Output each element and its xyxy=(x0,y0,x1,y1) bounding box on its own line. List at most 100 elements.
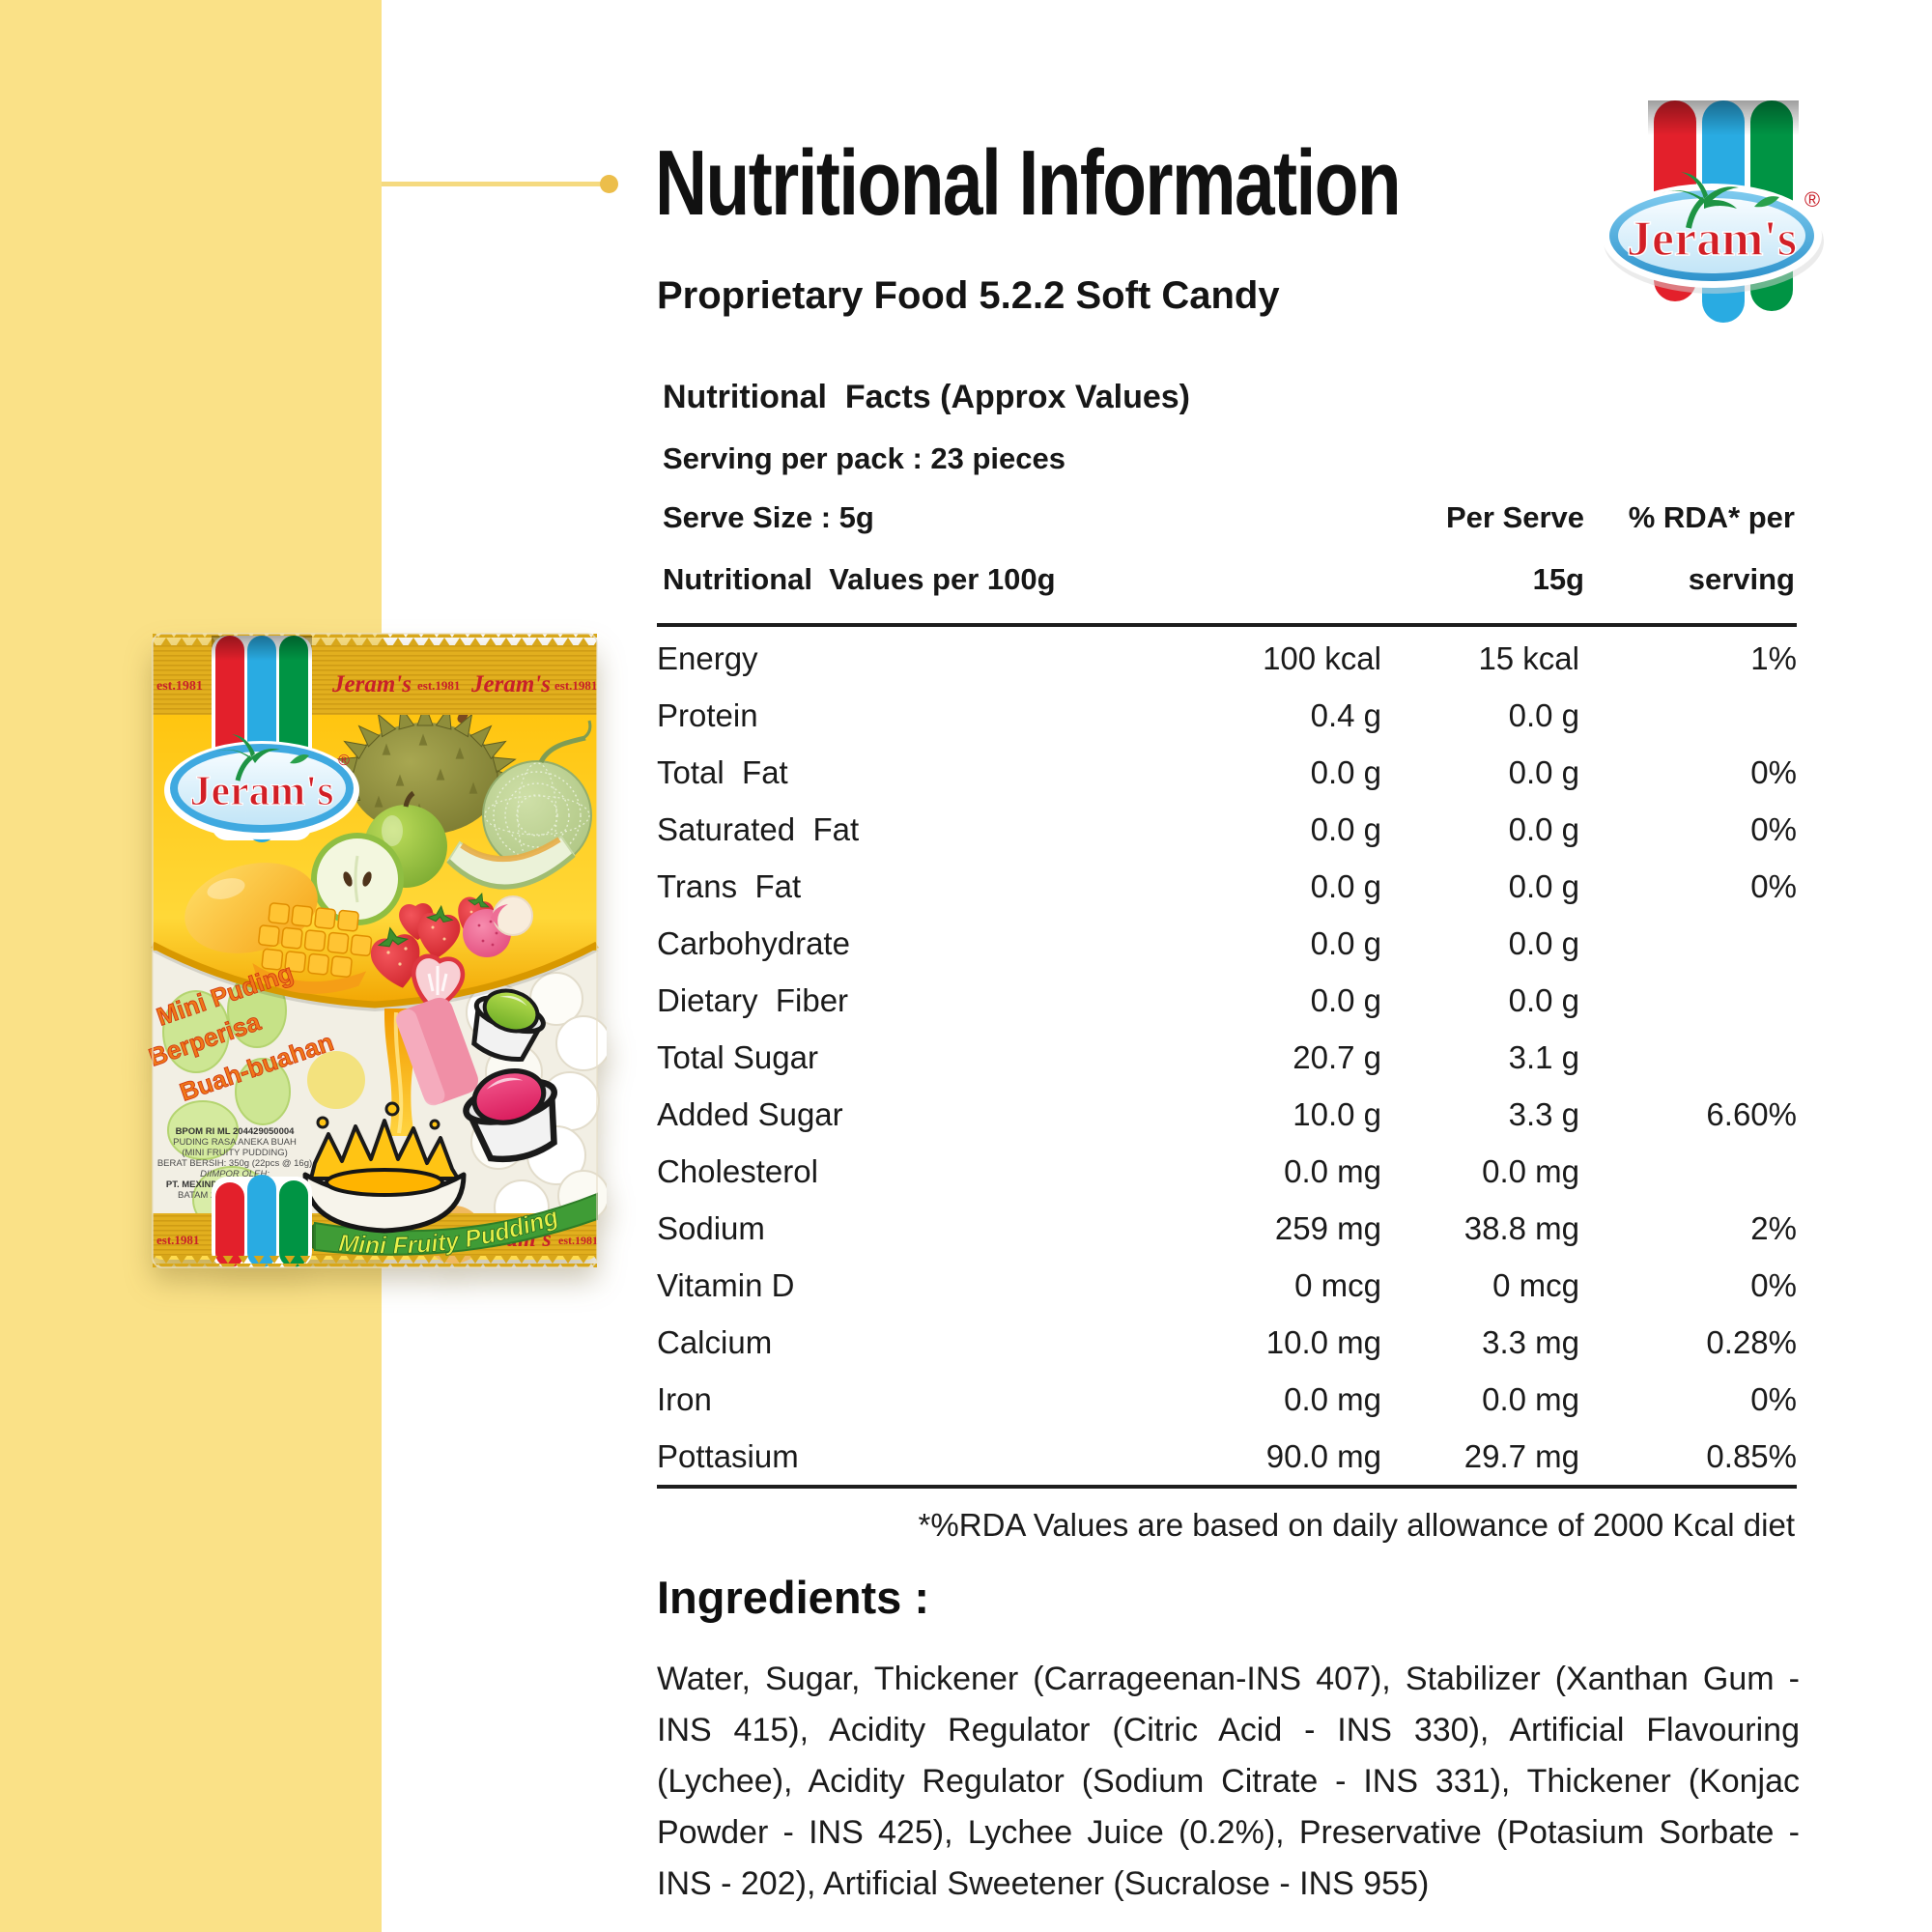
ingredients-heading: Ingredients : xyxy=(657,1572,930,1623)
value-rda: 6.60% xyxy=(1706,1095,1797,1132)
column-header-per-serve: Per Serve xyxy=(1445,500,1584,534)
row-label: Total Fat xyxy=(657,753,788,790)
value-per-100g: 0.0 g xyxy=(1310,753,1381,790)
reg-info-line: (MINI FRUITY PUDDING) xyxy=(182,1148,288,1158)
brand-logo: Jeram's ® xyxy=(1592,95,1855,348)
value-per-serve: 0.0 g xyxy=(1508,867,1579,904)
reg-info-line: PUDING RASA ANEKA BUAH xyxy=(173,1137,297,1148)
leaf-icon xyxy=(1754,196,1779,208)
value-per-100g: 10.0 g xyxy=(1293,1095,1381,1132)
table-row: Total Fat 0.0 g 0.0 g 0% xyxy=(657,744,1797,801)
value-per-100g: 0.0 mg xyxy=(1284,1152,1381,1189)
band-text: est.1981 xyxy=(554,678,597,693)
row-label: Cholesterol xyxy=(657,1152,818,1189)
palm-tree-icon xyxy=(216,734,280,781)
band-text: Jeram's xyxy=(470,671,551,697)
pink-jelly-cup-icon xyxy=(463,1068,557,1163)
table-row: Cholesterol 0.0 mg 0.0 mg xyxy=(657,1143,1797,1200)
table-rule-top xyxy=(657,623,1797,627)
table-row: Pottasium 90.0 mg 29.7 mg 0.85% xyxy=(657,1428,1797,1485)
apple-half-icon xyxy=(311,833,404,925)
table-row: Iron 0.0 mg 0.0 mg 0% xyxy=(657,1371,1797,1428)
table-row: Trans Fat 0.0 g 0.0 g 0% xyxy=(657,858,1797,915)
band-text: est.1981 xyxy=(558,1234,598,1247)
row-label: Sodium xyxy=(657,1209,765,1246)
table-row: Total Sugar 20.7 g 3.1 g xyxy=(657,1029,1797,1086)
package-stripes-bottom xyxy=(212,1175,312,1267)
value-per-100g: 0 mcg xyxy=(1294,1266,1381,1303)
mango-cubes-icon xyxy=(252,902,373,994)
row-label: Vitamin D xyxy=(657,1266,795,1303)
table-row: Sodium 259 mg 38.8 mg 2% xyxy=(657,1200,1797,1257)
value-rda: 0% xyxy=(1750,753,1797,790)
value-per-100g: 0.0 g xyxy=(1310,981,1381,1018)
reg-info-line: DIIMPOR OLEH: xyxy=(200,1169,270,1179)
value-per-100g: 0.0 g xyxy=(1310,924,1381,961)
row-label: Total Sugar xyxy=(657,1038,818,1075)
row-label: Added Sugar xyxy=(657,1095,843,1132)
page-subtitle: Proprietary Food 5.2.2 Soft Candy xyxy=(657,274,1280,317)
column-header-rda: % RDA* per xyxy=(1628,500,1795,534)
value-rda: 0% xyxy=(1750,867,1797,904)
band-text: Jeram's xyxy=(331,671,412,697)
table-row: Added Sugar 10.0 g 3.3 g 6.60% xyxy=(657,1086,1797,1143)
ingredients-text: Water, Sugar, Thickener (Carrageenan-INS… xyxy=(657,1661,1800,1902)
brand-wordmark: Jeram's xyxy=(189,767,333,814)
reg-info-line: BPOM RI ML 204429050004 xyxy=(176,1126,296,1137)
registered-mark: ® xyxy=(338,753,350,769)
column-header-per-serve-weight: 15g xyxy=(1532,562,1584,596)
value-per-100g: 20.7 g xyxy=(1293,1038,1381,1075)
value-per-serve: 3.3 mg xyxy=(1482,1323,1579,1360)
row-label: Energy xyxy=(657,639,758,676)
bag-bottom-crimp xyxy=(153,1256,597,1267)
table-row: Calcium 10.0 mg 3.3 mg 0.28% xyxy=(657,1314,1797,1371)
band-text: est.1981 xyxy=(156,679,203,694)
brand-wordmark: Jeram's xyxy=(1627,212,1797,267)
table-row: Saturated Fat 0.0 g 0.0 g 0% xyxy=(657,801,1797,858)
leaf-icon xyxy=(290,754,309,764)
product-package-image: Mini Puding Berperisa Buah-buahan BPOM R… xyxy=(143,626,611,1283)
band-text: est.1981 xyxy=(417,678,460,693)
value-per-serve: 3.3 g xyxy=(1508,1095,1579,1132)
value-per-100g: 10.0 mg xyxy=(1265,1323,1381,1360)
row-label: Dietary Fiber xyxy=(657,981,849,1018)
table-row: Dietary Fiber 0.0 g 0.0 g xyxy=(657,972,1797,1029)
row-label: Protein xyxy=(657,696,758,733)
value-rda: 1% xyxy=(1750,639,1797,676)
serving-per-pack: Serving per pack : 23 pieces xyxy=(663,441,1065,475)
facts-heading: Nutritional Facts (Approx Values) xyxy=(663,379,1190,415)
value-per-serve: 0.0 g xyxy=(1508,696,1579,733)
strawberries-icon xyxy=(367,890,497,1013)
column-header-rda-serving: serving xyxy=(1688,562,1795,596)
value-per-serve: 3.1 g xyxy=(1508,1038,1579,1075)
value-per-100g: 100 kcal xyxy=(1263,639,1381,676)
registered-mark: ® xyxy=(1804,187,1820,212)
accent-dot-icon xyxy=(600,175,618,193)
table-row: Carbohydrate 0.0 g 0.0 g xyxy=(657,915,1797,972)
melon-wedge-icon xyxy=(446,835,576,890)
table-row: Protein 0.4 g 0.0 g xyxy=(657,687,1797,744)
value-rda: 0% xyxy=(1750,1266,1797,1303)
value-per-100g: 0.0 mg xyxy=(1284,1380,1381,1417)
row-label: Calcium xyxy=(657,1323,773,1360)
value-per-serve: 0.0 g xyxy=(1508,810,1579,847)
lychee-icon xyxy=(463,895,533,957)
reg-info-line: BERAT BERSIH: 350g (22pcs @ 16g) xyxy=(157,1158,312,1169)
values-per-100g: Nutritional Values per 100g xyxy=(663,562,1056,596)
package-logo: Jeram's ® xyxy=(164,734,359,839)
value-per-serve: 0.0 mg xyxy=(1482,1152,1579,1189)
serve-size: Serve Size : 5g xyxy=(663,500,874,534)
page-title: Nutritional Information xyxy=(655,131,1402,235)
value-per-serve: 0.0 g xyxy=(1508,981,1579,1018)
value-per-100g: 0.0 g xyxy=(1310,810,1381,847)
value-per-100g: 0.4 g xyxy=(1310,696,1381,733)
rda-footnote: *%RDA Values are based on daily allowanc… xyxy=(918,1507,1795,1543)
accent-line xyxy=(382,182,602,186)
band-text: est.1981 xyxy=(156,1233,199,1247)
value-per-100g: 0.0 g xyxy=(1310,867,1381,904)
table-row: Vitamin D 0 mcg 0 mcg 0% xyxy=(657,1257,1797,1314)
value-per-serve: 38.8 mg xyxy=(1463,1209,1579,1246)
table-rule-bottom xyxy=(657,1485,1797,1489)
value-per-serve: 15 kcal xyxy=(1478,639,1579,676)
